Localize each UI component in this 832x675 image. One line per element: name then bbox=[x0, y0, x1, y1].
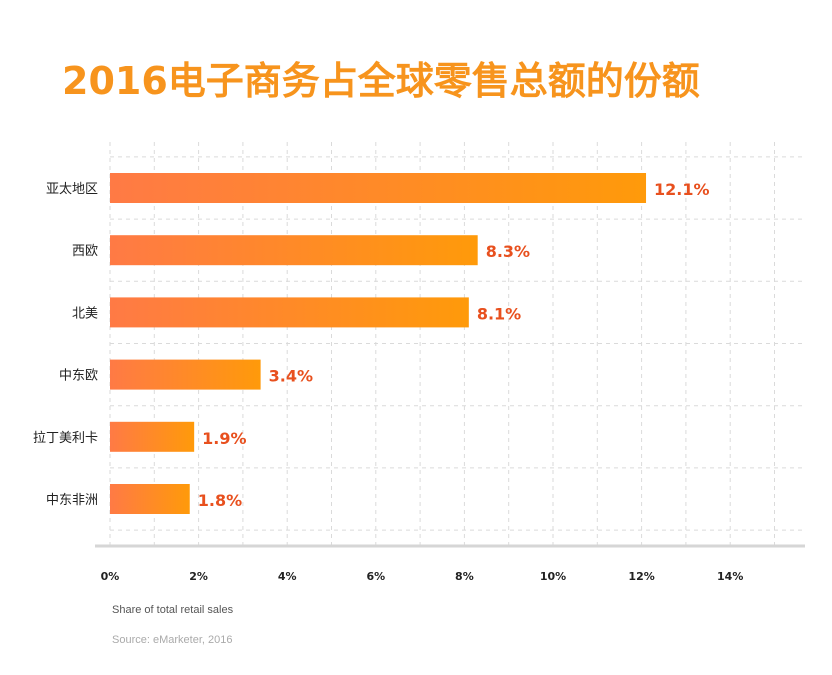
x-tick-label: 12% bbox=[628, 570, 654, 583]
x-axis-label: Share of total retail sales bbox=[112, 604, 234, 616]
x-tick-label: 10% bbox=[540, 570, 566, 583]
category-label: 北美 bbox=[72, 306, 98, 321]
bar bbox=[110, 235, 478, 266]
bar bbox=[110, 484, 190, 514]
value-label: 8.3% bbox=[486, 242, 530, 261]
x-tick-label: 6% bbox=[366, 570, 385, 583]
category-label: 中东欧 bbox=[59, 369, 98, 384]
value-label: 3.4% bbox=[269, 367, 313, 386]
category-label: 中东非洲 bbox=[46, 493, 98, 508]
chart-title: 2016电子商务占全球零售总额的份额 bbox=[62, 59, 700, 103]
bar-chart: 亚太地区 12.1% 西欧 8.3% 北美 8.1% 中东欧 3.4% 拉丁美利卡 1.9% 中东非… bbox=[33, 142, 805, 583]
x-axis: 0% 2% 4% 6% 8% 10% 12% 14% bbox=[95, 544, 805, 583]
x-tick-label: 14% bbox=[717, 570, 743, 583]
value-label: 1.8% bbox=[198, 491, 242, 510]
bar bbox=[110, 297, 469, 328]
category-label: 拉丁美利卡 bbox=[33, 431, 98, 446]
x-tick-label: 2% bbox=[189, 570, 208, 583]
category-label: 西欧 bbox=[72, 244, 98, 259]
bar bbox=[110, 173, 647, 203]
grid bbox=[109, 142, 805, 545]
value-label: 12.1% bbox=[654, 180, 710, 199]
x-tick-label: 8% bbox=[455, 570, 474, 583]
x-tick-label: 4% bbox=[278, 570, 297, 583]
bar bbox=[110, 421, 195, 452]
value-label: 8.1% bbox=[477, 304, 521, 323]
x-tick-label: 0% bbox=[101, 570, 120, 583]
category-label: 亚太地区 bbox=[46, 182, 98, 197]
source-note: Source: eMarketer, 2016 bbox=[112, 634, 233, 646]
bar bbox=[110, 359, 261, 390]
bars: 亚太地区 12.1% 西欧 8.3% 北美 8.1% 中东欧 3.4% 拉丁美利卡 1.9% 中东非… bbox=[33, 173, 710, 514]
value-label: 1.9% bbox=[202, 429, 246, 448]
